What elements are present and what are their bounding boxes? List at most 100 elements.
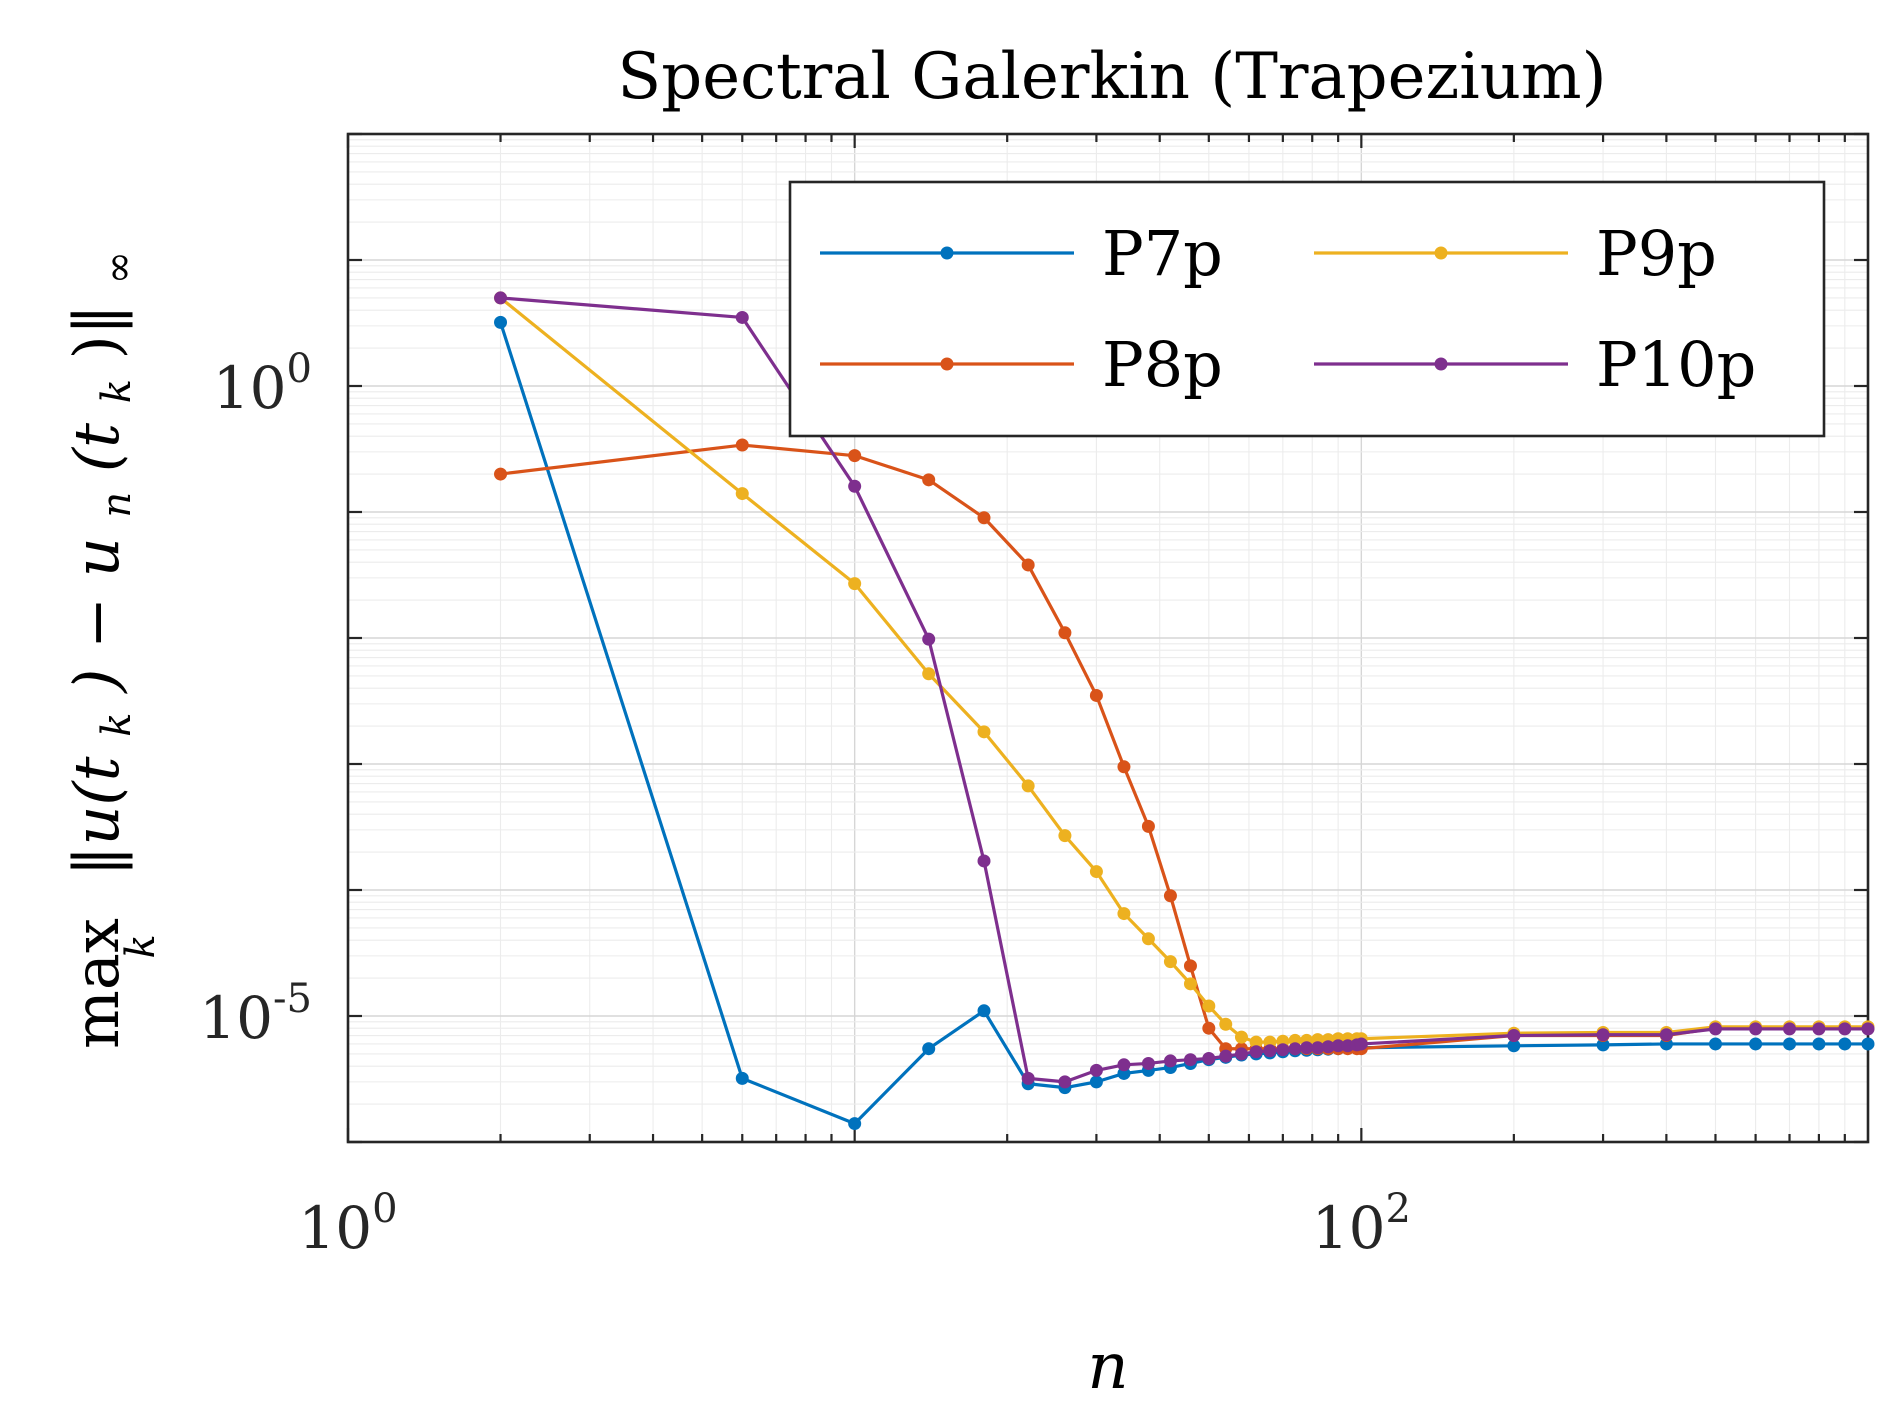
- data-point: [922, 632, 936, 646]
- data-point: [1812, 1037, 1826, 1051]
- axis-ticks: [346, 132, 1868, 1144]
- data-point: [922, 473, 936, 487]
- data-point: [1202, 1021, 1216, 1035]
- data-point: [1507, 1029, 1521, 1043]
- data-point: [1058, 626, 1072, 640]
- data-point: [1219, 1017, 1233, 1031]
- data-point: [1089, 865, 1103, 879]
- data-point: [1708, 1037, 1722, 1051]
- legend-entry-P8p: P8p: [820, 328, 1223, 401]
- data-point: [1300, 1041, 1314, 1055]
- data-point: [1089, 1063, 1103, 1077]
- data-point: [1117, 760, 1131, 774]
- y-label-norm-open: ‖u(t: [60, 756, 133, 876]
- y-tick-label: 100: [213, 346, 312, 422]
- data-point: [494, 467, 508, 481]
- legend-label: P7p: [1102, 217, 1223, 290]
- data-point: [1141, 1056, 1155, 1070]
- data-point: [1596, 1038, 1610, 1052]
- data-point: [1141, 932, 1155, 946]
- series-P10p: [494, 291, 1875, 1089]
- y-label-sub-n: n: [94, 492, 140, 518]
- legend-swatch-marker: [940, 357, 954, 371]
- data-point: [1163, 1054, 1177, 1068]
- y-label-t: (t: [60, 423, 133, 472]
- data-point: [1321, 1040, 1335, 1054]
- x-tick-label: 100: [298, 1186, 397, 1262]
- legend-label: P8p: [1102, 328, 1223, 401]
- data-point: [1354, 1037, 1368, 1051]
- legend-entry-P7p: P7p: [820, 217, 1223, 290]
- y-label-k: k: [118, 934, 164, 958]
- data-point: [1749, 1022, 1763, 1036]
- legend-swatch-marker: [1434, 246, 1448, 260]
- data-point: [1263, 1044, 1277, 1058]
- data-point: [1219, 1049, 1233, 1063]
- data-point: [1331, 1039, 1345, 1053]
- data-point: [1708, 1022, 1722, 1036]
- x-tick-label: 102: [1312, 1186, 1411, 1262]
- data-point: [1749, 1037, 1763, 1051]
- data-point: [848, 1117, 862, 1131]
- data-point: [1058, 829, 1072, 843]
- data-point: [1234, 1030, 1248, 1044]
- data-point: [1117, 907, 1131, 921]
- data-point: [1089, 688, 1103, 702]
- data-point: [1117, 1058, 1131, 1072]
- data-point: [1021, 558, 1035, 572]
- data-point: [1249, 1045, 1263, 1059]
- data-point: [1202, 999, 1216, 1013]
- data-point: [735, 1071, 749, 1085]
- data-point: [1838, 1037, 1852, 1051]
- data-point: [494, 291, 508, 305]
- data-point: [1861, 1022, 1875, 1036]
- y-label-sub-k2: k: [94, 379, 140, 403]
- legend-entry-P9p: P9p: [1314, 217, 1717, 290]
- data-point: [1183, 1053, 1197, 1067]
- data-point: [1141, 819, 1155, 833]
- series-lines: [494, 291, 1875, 1131]
- legend-swatch-marker: [1434, 357, 1448, 371]
- legend-label: P10p: [1596, 328, 1756, 401]
- data-point: [1021, 1071, 1035, 1085]
- data-point: [735, 438, 749, 452]
- chart-title: Spectral Galerkin (Trapezium): [617, 40, 1606, 114]
- data-point: [1202, 1051, 1216, 1065]
- data-point: [1812, 1022, 1826, 1036]
- y-label-inf: ∞: [96, 251, 142, 284]
- data-point: [1183, 959, 1197, 973]
- data-point: [1276, 1043, 1290, 1057]
- data-point: [848, 577, 862, 591]
- data-point: [977, 725, 991, 739]
- data-point: [1783, 1022, 1797, 1036]
- data-point: [1861, 1037, 1875, 1051]
- data-point: [977, 511, 991, 525]
- y-tick-label: 10-5: [199, 976, 312, 1052]
- y-axis-label: max k ‖u(t k ) − u n (t k )‖ ∞: [60, 251, 169, 1049]
- data-point: [1058, 1075, 1072, 1089]
- data-point: [1021, 779, 1035, 793]
- data-point: [1163, 955, 1177, 969]
- y-label-sub-k1: k: [94, 713, 140, 737]
- legend: P7p P8p P9p P10p: [788, 180, 1826, 438]
- data-point: [848, 479, 862, 493]
- data-point: [977, 1004, 991, 1018]
- data-point: [1838, 1022, 1852, 1036]
- data-point: [1249, 1035, 1263, 1049]
- legend-entry-P10p: P10p: [1314, 328, 1756, 401]
- data-point: [848, 449, 862, 463]
- data-point: [735, 487, 749, 501]
- data-point: [1089, 1075, 1103, 1089]
- data-point: [1311, 1041, 1325, 1055]
- x-axis-label: n: [1087, 1330, 1128, 1404]
- data-point: [1659, 1028, 1673, 1042]
- data-point: [1596, 1028, 1610, 1042]
- svg-text:max k ‖u(t k: max k ‖u(t k ) − u n (t k )‖ ∞: [60, 251, 169, 1049]
- data-point: [977, 854, 991, 868]
- legend-label: P9p: [1596, 217, 1717, 290]
- data-point: [1163, 889, 1177, 903]
- data-point: [1234, 1047, 1248, 1061]
- legend-swatch-marker: [940, 246, 954, 260]
- data-point: [1507, 1039, 1521, 1053]
- data-point: [922, 1042, 936, 1056]
